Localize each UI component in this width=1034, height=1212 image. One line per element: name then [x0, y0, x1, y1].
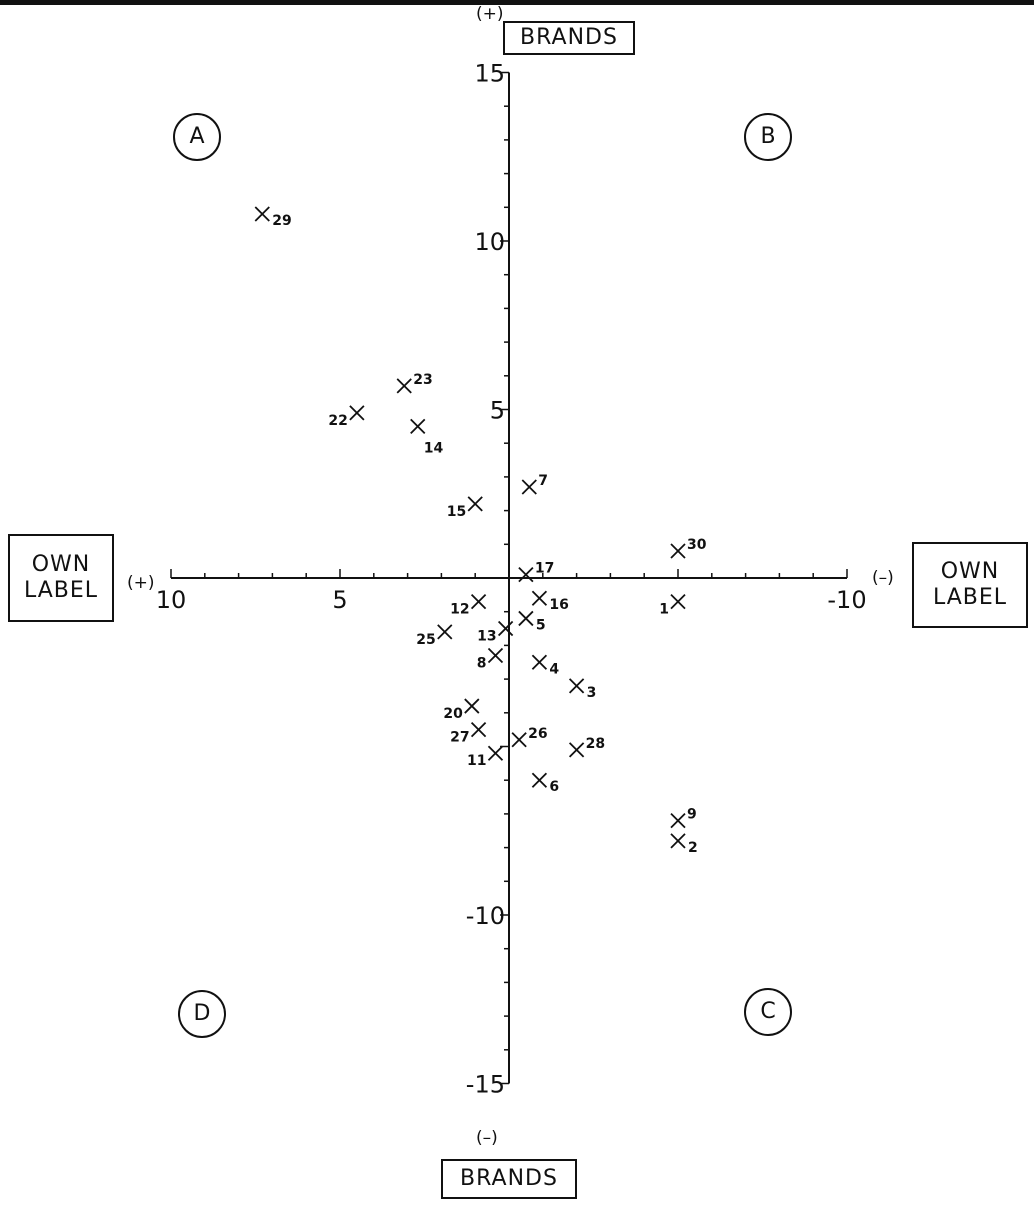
point-label: 5: [536, 617, 546, 633]
point-label: 30: [687, 537, 707, 553]
point-marker: [531, 590, 548, 606]
quadrant-d-marker: D: [178, 990, 226, 1038]
x-tick-label: -10: [827, 586, 866, 614]
point-label: 27: [450, 730, 469, 746]
axes: [170, 71, 848, 1085]
point-marker: [464, 698, 480, 714]
y-tick-label: -10: [466, 902, 505, 930]
y-tick-label: 10: [474, 228, 505, 256]
point-marker: [349, 405, 365, 421]
point-marker: [410, 418, 426, 434]
point-label: 2: [688, 840, 698, 856]
point-marker: [497, 620, 514, 637]
point-label: 20: [443, 706, 463, 722]
point-marker: [531, 654, 548, 670]
point-label: 23: [413, 372, 432, 388]
point-marker: [487, 647, 504, 664]
x-axis-right-label-text: OWN LABEL: [932, 559, 1008, 610]
point-label: 15: [447, 504, 466, 520]
point-label: 28: [586, 736, 605, 752]
point-marker: [521, 479, 537, 495]
point-marker: [470, 722, 487, 738]
point-label: 14: [424, 440, 444, 456]
point-marker: [254, 206, 270, 222]
y-tick-label: 15: [474, 60, 505, 88]
point-marker: [568, 678, 585, 694]
point-label: 9: [687, 807, 697, 823]
y-axis-bottom-sign: (–): [476, 1128, 498, 1148]
point-marker: [670, 543, 686, 559]
x-axis-right-sign: (–): [872, 568, 894, 588]
point-marker: [470, 593, 487, 610]
point-marker: [437, 624, 453, 640]
x-tick-label: 10: [156, 586, 187, 614]
point-marker: [670, 833, 686, 849]
point-label: 6: [549, 779, 559, 795]
x-axis-left-sign: (+): [127, 573, 155, 593]
point-marker: [467, 496, 483, 512]
point-label: 11: [467, 753, 486, 769]
point-label: 3: [587, 685, 597, 701]
top-rule: [0, 0, 1034, 5]
x-axis-right-label: OWN LABEL: [912, 542, 1028, 628]
quadrant-c-marker: C: [744, 988, 792, 1036]
quadrant-b-marker: B: [744, 113, 792, 161]
point-label: 12: [450, 602, 469, 618]
point-marker: [518, 610, 534, 627]
quadrant-a-marker: A: [173, 113, 221, 161]
point-label: 4: [549, 661, 559, 677]
y-tick-label: -15: [466, 1071, 505, 1099]
point-label: 26: [528, 726, 547, 742]
point-marker: [487, 745, 504, 761]
y-axis-bottom-label: BRANDS: [441, 1159, 577, 1199]
point-marker: [670, 813, 686, 829]
y-tick-label: 5: [490, 397, 505, 425]
point-marker: [518, 566, 534, 583]
point-marker: [531, 772, 548, 788]
x-tick-label: 5: [332, 586, 347, 614]
point-marker: [670, 593, 686, 610]
point-label: 25: [416, 632, 435, 648]
y-axis-top-sign: (+): [476, 4, 504, 24]
point-label: 8: [477, 656, 487, 672]
point-marker: [511, 732, 527, 748]
point-label: 1: [659, 602, 669, 618]
point-label: 13: [477, 629, 496, 645]
point-label: 17: [535, 561, 554, 577]
point-marker: [396, 378, 412, 394]
y-axis-top-label: BRANDS: [503, 21, 635, 55]
x-axis-left-label-text: OWN LABEL: [23, 552, 99, 603]
point-label: 22: [328, 413, 347, 429]
point-label: 7: [538, 473, 548, 489]
point-label: 16: [549, 597, 568, 613]
point-marker: [568, 742, 585, 758]
x-axis-left-label: OWN LABEL: [8, 534, 114, 622]
point-label: 29: [272, 213, 291, 229]
